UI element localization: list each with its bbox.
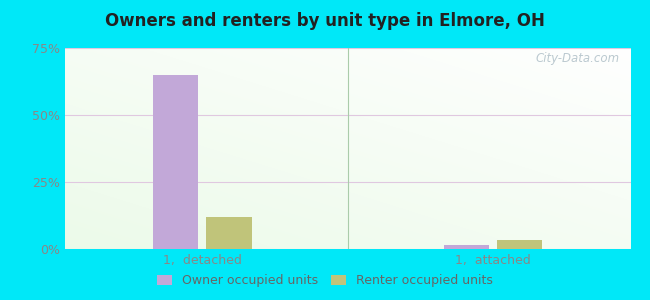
Text: Owners and renters by unit type in Elmore, OH: Owners and renters by unit type in Elmor… — [105, 12, 545, 30]
Text: City-Data.com: City-Data.com — [535, 52, 619, 65]
Bar — [153, 75, 198, 249]
Bar — [207, 217, 252, 249]
Legend: Owner occupied units, Renter occupied units: Owner occupied units, Renter occupied un… — [153, 270, 497, 291]
Bar — [444, 245, 489, 249]
Bar — [497, 240, 543, 249]
